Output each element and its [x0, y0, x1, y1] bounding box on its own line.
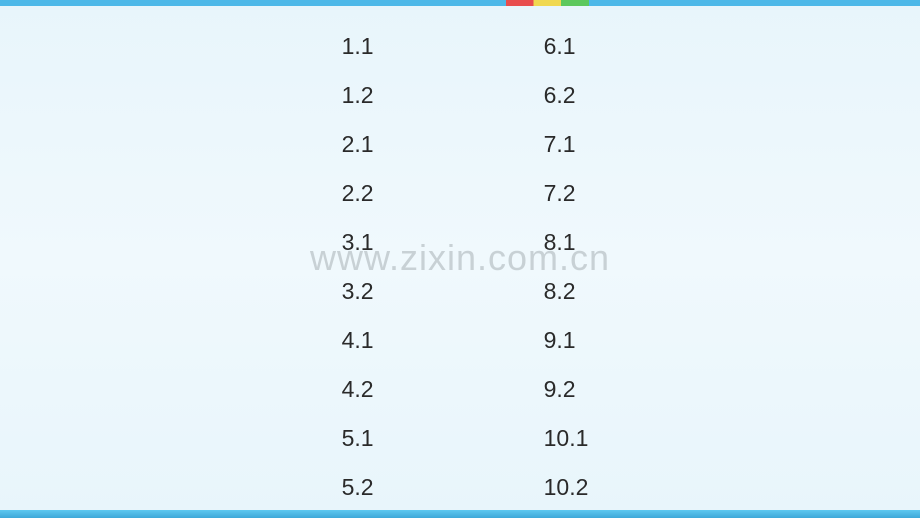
list-item: 4.2 — [332, 365, 374, 414]
list-item: 2.1 — [332, 120, 374, 169]
bottom-accent-border — [0, 510, 920, 518]
list-item: 5.2 — [332, 463, 374, 512]
columns-container: 1.1 1.2 2.1 2.2 3.1 3.2 4.1 4.2 5.1 5.2 … — [332, 18, 589, 512]
list-item: 3.1 — [332, 218, 374, 267]
list-item: 10.1 — [544, 414, 589, 463]
list-item: 10.2 — [544, 463, 589, 512]
list-item: 1.1 — [332, 22, 374, 71]
list-item: 7.1 — [544, 120, 589, 169]
list-item: 4.1 — [332, 316, 374, 365]
list-item: 5.1 — [332, 414, 374, 463]
right-column: 6.1 6.2 7.1 7.2 8.1 8.2 9.1 9.2 10.1 10.… — [544, 22, 589, 512]
list-item: 6.1 — [544, 22, 589, 71]
list-item: 2.2 — [332, 169, 374, 218]
list-item: 6.2 — [544, 71, 589, 120]
list-item: 1.2 — [332, 71, 374, 120]
list-item: 3.2 — [332, 267, 374, 316]
list-item: 8.2 — [544, 267, 589, 316]
content-area: www.zixin.com.cn 1.1 1.2 2.1 2.2 3.1 3.2… — [0, 18, 920, 506]
list-item: 8.1 — [544, 218, 589, 267]
list-item: 9.1 — [544, 316, 589, 365]
list-item: 7.2 — [544, 169, 589, 218]
top-accent-border — [0, 0, 920, 6]
list-item: 9.2 — [544, 365, 589, 414]
left-column: 1.1 1.2 2.1 2.2 3.1 3.2 4.1 4.2 5.1 5.2 — [332, 22, 374, 512]
